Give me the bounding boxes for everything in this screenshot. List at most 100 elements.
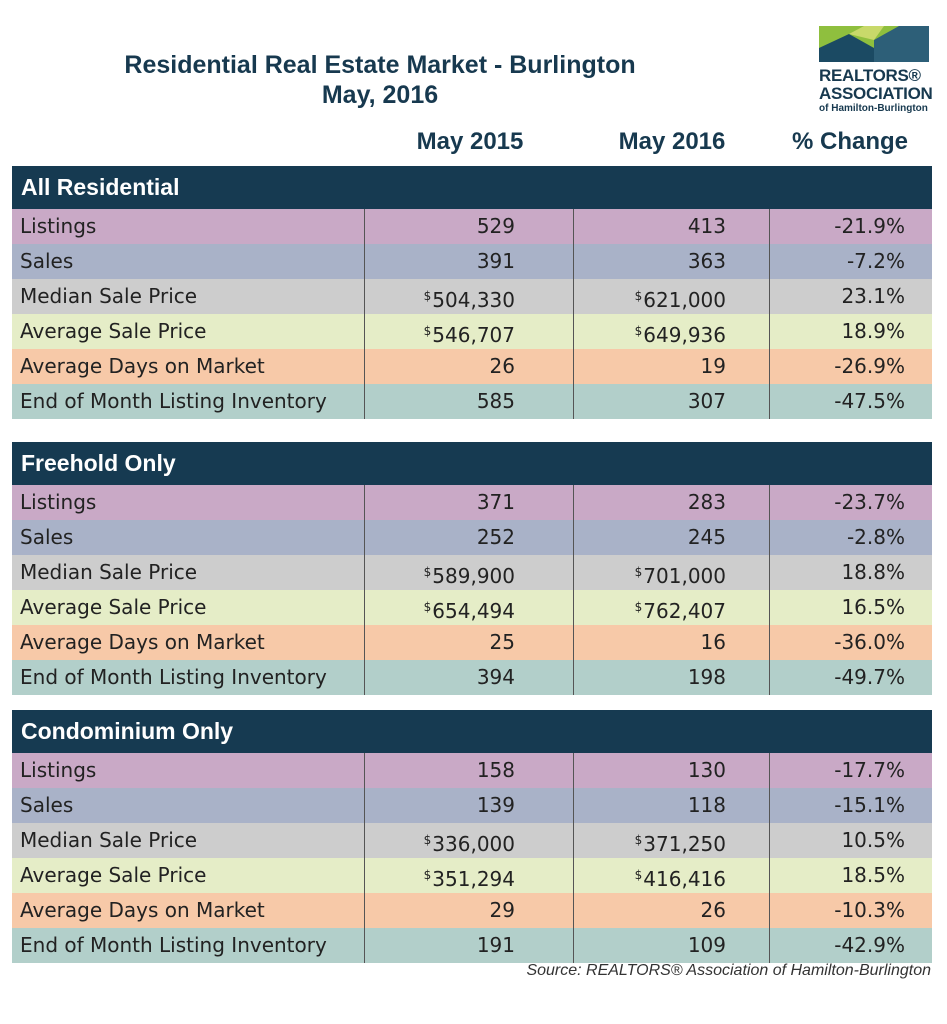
logo-text-region: of Hamilton-Burlington (819, 103, 928, 114)
cell-percent-change: -15.1% (834, 793, 905, 817)
row-label: Median Sale Price (12, 279, 365, 314)
currency-symbol: $ (423, 324, 432, 338)
row-label: Sales (12, 788, 365, 823)
table-row: Sales 391 363 -7.2% (12, 244, 932, 279)
table-row: End of Month Listing Inventory 585 307 -47.… (12, 384, 932, 419)
cell-value: 336,000 (432, 832, 515, 856)
section-header: Condominium Only (12, 710, 932, 753)
cell-may-2016: 19 (574, 349, 770, 384)
cell-may-2016: $371,250 (574, 823, 770, 858)
table-row: End of Month Listing Inventory 394 198 -49.… (12, 660, 932, 695)
column-header-2015: May 2015 (416, 128, 524, 155)
cell-may-2015: 252 (365, 520, 574, 555)
row-label: Sales (12, 244, 365, 279)
logo-text-realtors: REALTORS® (819, 66, 921, 85)
cell-may-2015: 29 (365, 893, 574, 928)
cell-may-2016: 26 (574, 893, 770, 928)
row-label: Average Sale Price (12, 314, 365, 349)
cell-may-2015: 26 (365, 349, 574, 384)
cell-percent-change: 18.8% (841, 560, 905, 584)
cell-percent-change: -10.3% (834, 898, 905, 922)
currency-symbol: $ (634, 833, 643, 847)
cell-percent-change: 16.5% (841, 595, 905, 619)
cell-percent-change: -49.7% (834, 665, 905, 689)
cell-may-2015: $336,000 (365, 823, 574, 858)
cell-percent-change: -42.9% (834, 933, 905, 957)
cell-value: 504,330 (432, 288, 515, 312)
table-row: Sales 139 118 -15.1% (12, 788, 932, 823)
row-label: Listings (12, 753, 365, 788)
row-label: End of Month Listing Inventory (12, 928, 365, 963)
cell-may-2016: 413 (574, 209, 770, 244)
row-label: Median Sale Price (12, 555, 365, 590)
cell-percent-change: 23.1% (841, 284, 905, 308)
table-row: Average Sale Price $546,707 $649,936 18.9% (12, 314, 932, 349)
cell-percent-change: -21.9% (834, 214, 905, 238)
logo-text-association: ASSOCIATION (819, 84, 933, 103)
currency-symbol: $ (423, 600, 432, 614)
row-label: End of Month Listing Inventory (12, 660, 365, 695)
cell-may-2015: 529 (365, 209, 574, 244)
row-label: Average Days on Market (12, 893, 365, 928)
cell-may-2015: 585 (365, 384, 574, 419)
cell-may-2016: $621,000 (574, 279, 770, 314)
source-note: Source: REALTORS® Association of Hamilto… (526, 962, 931, 979)
cell-value: 649,936 (643, 323, 726, 347)
table-row: Average Sale Price $654,494 $762,407 16.5% (12, 590, 932, 625)
table-row: Median Sale Price $336,000 $371,250 10.5% (12, 823, 932, 858)
title-line-1: Residential Real Estate Market - Burling… (124, 51, 636, 79)
cell-may-2016: 130 (574, 753, 770, 788)
cell-may-2015: 139 (365, 788, 574, 823)
cell-value: 621,000 (643, 288, 726, 312)
row-label: Sales (12, 520, 365, 555)
title-line-2: May, 2016 (321, 81, 439, 109)
cell-percent-change: -36.0% (834, 630, 905, 654)
cell-may-2016: 198 (574, 660, 770, 695)
cell-may-2015: $589,900 (365, 555, 574, 590)
column-header-2016: May 2016 (618, 128, 726, 155)
table-row: Median Sale Price $589,900 $701,000 18.8% (12, 555, 932, 590)
currency-symbol: $ (634, 565, 643, 579)
section-1: Freehold Only Listings 371 283 -23.7% Sales 25… (12, 442, 932, 695)
cell-may-2015: 25 (365, 625, 574, 660)
row-label: Average Sale Price (12, 590, 365, 625)
table-row: Sales 252 245 -2.8% (12, 520, 932, 555)
cell-value: 762,407 (643, 599, 726, 623)
cell-may-2016: $762,407 (574, 590, 770, 625)
table-row: Average Days on Market 29 26 -10.3% (12, 893, 932, 928)
realtors-logo: REALTORS® ASSOCIATION of Hamilton-Burlin… (819, 26, 933, 115)
section-header: Freehold Only (12, 442, 932, 485)
cell-value: 351,294 (432, 867, 515, 891)
row-label: Average Sale Price (12, 858, 365, 893)
currency-symbol: $ (423, 565, 432, 579)
cell-may-2016: 283 (574, 485, 770, 520)
table-row: Listings 158 130 -17.7% (12, 753, 932, 788)
currency-symbol: $ (634, 600, 643, 614)
cell-value: 589,900 (432, 564, 515, 588)
page-title: Residential Real Estate Market - Burling… (60, 50, 700, 110)
currency-symbol: $ (423, 868, 432, 882)
table-row: Listings 529 413 -21.9% (12, 209, 932, 244)
cell-percent-change: -26.9% (834, 354, 905, 378)
cell-percent-change: -7.2% (846, 249, 905, 273)
table-row: Listings 371 283 -23.7% (12, 485, 932, 520)
section-header: All Residential (12, 166, 932, 209)
cell-may-2015: 191 (365, 928, 574, 963)
cell-percent-change: 18.5% (841, 863, 905, 887)
cell-percent-change: -2.8% (846, 525, 905, 549)
cell-value: 701,000 (643, 564, 726, 588)
cell-may-2016: 109 (574, 928, 770, 963)
currency-symbol: $ (423, 289, 432, 303)
cell-may-2015: 371 (365, 485, 574, 520)
cell-may-2015: 158 (365, 753, 574, 788)
column-header-change: % Change (791, 128, 908, 155)
table-row: Average Days on Market 25 16 -36.0% (12, 625, 932, 660)
cell-may-2015: $546,707 (365, 314, 574, 349)
row-label: Listings (12, 485, 365, 520)
row-label: Listings (12, 209, 365, 244)
cell-may-2016: 363 (574, 244, 770, 279)
cell-percent-change: 10.5% (841, 828, 905, 852)
currency-symbol: $ (423, 833, 432, 847)
section-0: All Residential Listings 529 413 -21.9% Sales… (12, 166, 932, 419)
table-row: Average Days on Market 26 19 -26.9% (12, 349, 932, 384)
